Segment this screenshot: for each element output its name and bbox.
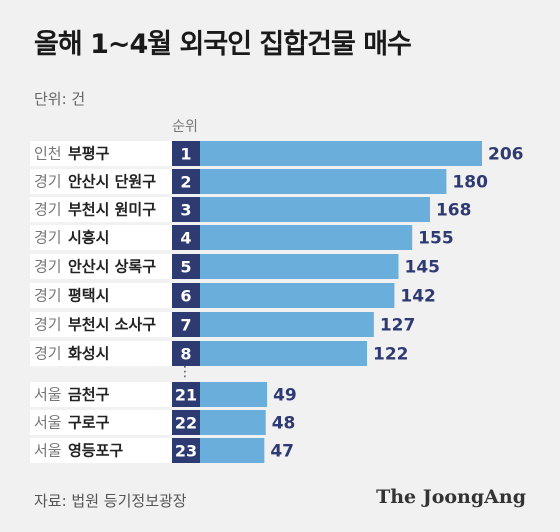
- rank-box: [172, 438, 200, 463]
- bar: [200, 141, 482, 166]
- district-label: 부평구: [68, 145, 110, 163]
- gap-marker: ⋮: [178, 364, 192, 380]
- rank-box: [172, 312, 200, 337]
- rank-box: [172, 169, 200, 194]
- district-label: 시흥시: [68, 229, 109, 247]
- region-label: 경기: [34, 229, 62, 247]
- region-label: 인천: [34, 145, 62, 163]
- region-label: 경기: [34, 201, 62, 219]
- district-label: 구로구: [68, 414, 110, 432]
- value-label: 145: [404, 258, 440, 278]
- district-label: 부천시 소사구: [68, 316, 156, 334]
- bar: [200, 341, 368, 366]
- rank-number: 23: [175, 442, 197, 461]
- value-label: 180: [452, 173, 488, 193]
- brand-logo: The JoongAng: [376, 486, 526, 508]
- value-label: 49: [273, 386, 297, 406]
- rank-number: 5: [180, 258, 191, 277]
- rank-box: [172, 382, 200, 407]
- bar-row: 경기 안산시 상록구 5 145: [30, 254, 440, 279]
- bar-row: 서울 영등포구 23 47: [30, 438, 294, 463]
- bar-row: 경기 부천시 소사구 7 127: [30, 312, 415, 337]
- unit-label: 단위: 건: [34, 90, 86, 108]
- bar: [200, 410, 266, 435]
- rank-box: [172, 283, 200, 308]
- source-label: 자료: 법원 등기정보광장: [34, 492, 187, 510]
- district-label: 금천구: [68, 386, 110, 404]
- bar-row: 인천 부평구 1 206: [30, 141, 524, 166]
- rank-number: 4: [180, 229, 191, 248]
- district-label: 안산시 상록구: [68, 258, 156, 276]
- rank-number: 8: [180, 345, 191, 364]
- rank-number: 7: [180, 316, 191, 335]
- district-label: 화성시: [68, 345, 109, 363]
- region-label: 경기: [34, 316, 62, 334]
- rank-number: 3: [180, 201, 191, 220]
- region-label: 서울: [34, 386, 62, 404]
- value-label: 168: [436, 201, 472, 221]
- bar: [200, 197, 430, 222]
- bar: [200, 382, 268, 407]
- rank-number: 6: [180, 287, 191, 306]
- value-label: 122: [373, 345, 409, 365]
- region-label: 서울: [34, 442, 62, 460]
- bar-row: 경기 시흥시 4 155: [30, 225, 454, 250]
- district-label: 안산시 단원구: [68, 173, 156, 191]
- bar-row: 경기 평택시 6 142: [30, 283, 436, 308]
- district-label: 영등포구: [68, 442, 123, 460]
- bar: [200, 283, 395, 308]
- rank-number: 21: [175, 386, 197, 405]
- bar: [200, 169, 447, 194]
- bar-row: 서울 구로구 22 48: [30, 410, 295, 435]
- rank-box: [172, 410, 200, 435]
- bar-row: 경기 화성시 8 122: [30, 341, 409, 366]
- value-label: 47: [270, 442, 294, 462]
- bar: [200, 312, 374, 337]
- rank-number: 2: [180, 173, 191, 192]
- rank-box: [172, 341, 200, 366]
- rank-number: 1: [180, 145, 191, 164]
- value-label: 127: [380, 316, 416, 336]
- region-label: 경기: [34, 345, 62, 363]
- bar-row: 경기 안산시 단원구 2 180: [30, 169, 488, 194]
- region-label: 경기: [34, 258, 62, 276]
- rank-number: 22: [175, 414, 197, 433]
- value-label: 142: [400, 287, 436, 307]
- bar: [200, 254, 399, 279]
- region-label: 서울: [34, 414, 62, 432]
- value-label: 206: [488, 145, 524, 165]
- chart-title: 올해 1~4월 외국인 집합건물 매수: [34, 29, 412, 60]
- region-label: 경기: [34, 287, 62, 305]
- rank-box: [172, 197, 200, 222]
- region-label: 경기: [34, 173, 62, 191]
- bar: [200, 438, 265, 463]
- rank-box: [172, 254, 200, 279]
- rank-box: [172, 141, 200, 166]
- district-label: 부천시 원미구: [68, 201, 156, 219]
- bar: [200, 225, 413, 250]
- rank-header: 순위: [172, 119, 198, 135]
- district-label: 평택시: [68, 287, 109, 305]
- bar-row: 경기 부천시 원미구 3 168: [30, 197, 471, 222]
- rank-box: [172, 225, 200, 250]
- value-label: 48: [272, 414, 296, 434]
- bar-row: 서울 금천구 21 49: [30, 382, 297, 407]
- value-label: 155: [418, 229, 454, 249]
